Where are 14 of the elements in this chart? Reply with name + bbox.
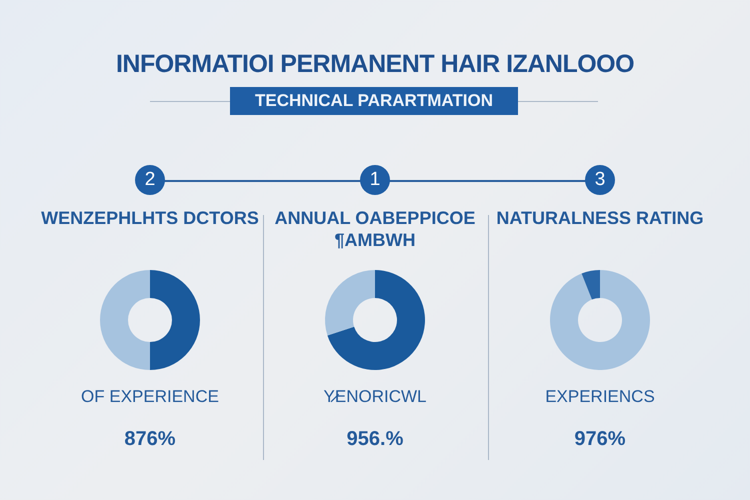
text: 876%	[123, 428, 177, 451]
text: 976%	[573, 428, 627, 451]
text: OF EXPERIENCE	[80, 387, 220, 407]
step-badge: 2	[135, 165, 165, 195]
subtitle-banner: TECHNICAL PARARTMATION	[230, 87, 518, 115]
step-badge: 3	[585, 165, 615, 195]
text: Y̷ENORICWL	[322, 387, 428, 407]
step-badge: 1	[360, 165, 390, 195]
text: 956.%	[346, 428, 404, 451]
chart-title: WENZEPHLHTS DCTORS	[40, 207, 260, 229]
text: EXPERIENCS	[544, 387, 656, 407]
chart-title: ANNUAL OABEPPICOE ¶AMBWH	[274, 207, 476, 251]
chart-title: NATURALNESS RATING	[495, 207, 705, 229]
text: INFORMATIOI PERMANENT HAIR IZANLOOO	[114, 50, 636, 79]
